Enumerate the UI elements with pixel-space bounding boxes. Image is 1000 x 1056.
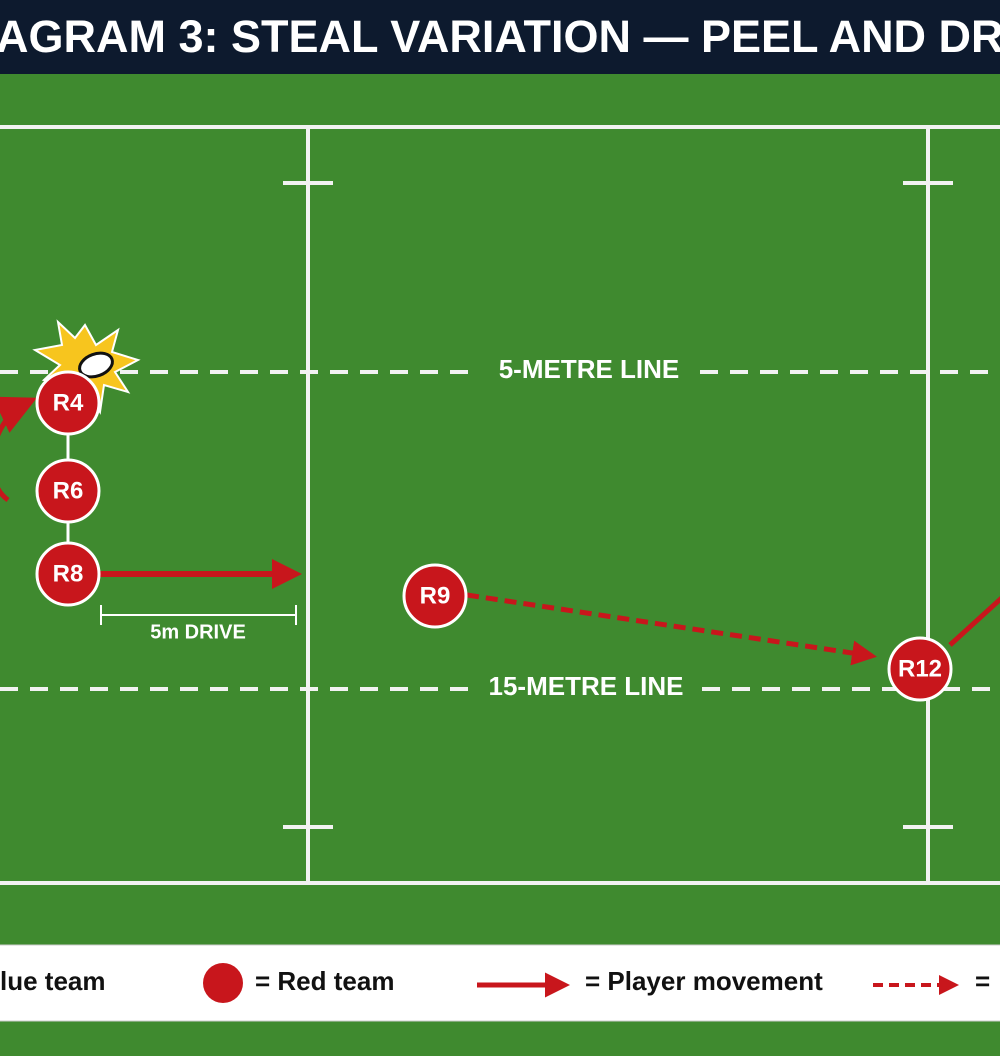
player [35,541,101,607]
arrow [948,596,1000,647]
drive-label: 5m DRIVE [150,621,246,643]
player-label: R12 [898,655,942,682]
ball [78,351,114,379]
legend-text: lue team [0,966,106,996]
legend-text: = Player movement [585,966,823,996]
drive-bracket [100,605,297,625]
dashed-lines [0,370,1000,691]
players: R4 R6 R8 R9 R12 [35,370,953,702]
player-label: R9 [420,582,451,609]
player [887,636,953,702]
line-label: 15-METRE LINE [488,671,683,701]
arrow [0,396,38,503]
title-bar [0,0,1000,74]
legend-text: = Red team [255,966,394,996]
player-label: R6 [53,477,84,504]
dashed-arrow [466,592,877,666]
player-label: R4 [53,389,84,416]
player [35,370,101,436]
player [402,563,468,629]
player-label: R8 [53,560,84,587]
legend-text: = [975,966,990,996]
line-label: 5-METRE LINE [499,354,680,384]
title: AGRAM 3: STEAL VARIATION — PEEL AND DRIV [0,11,1000,62]
field-lines [0,125,1000,885]
player [35,458,101,524]
legend-red-dot [203,963,243,1003]
